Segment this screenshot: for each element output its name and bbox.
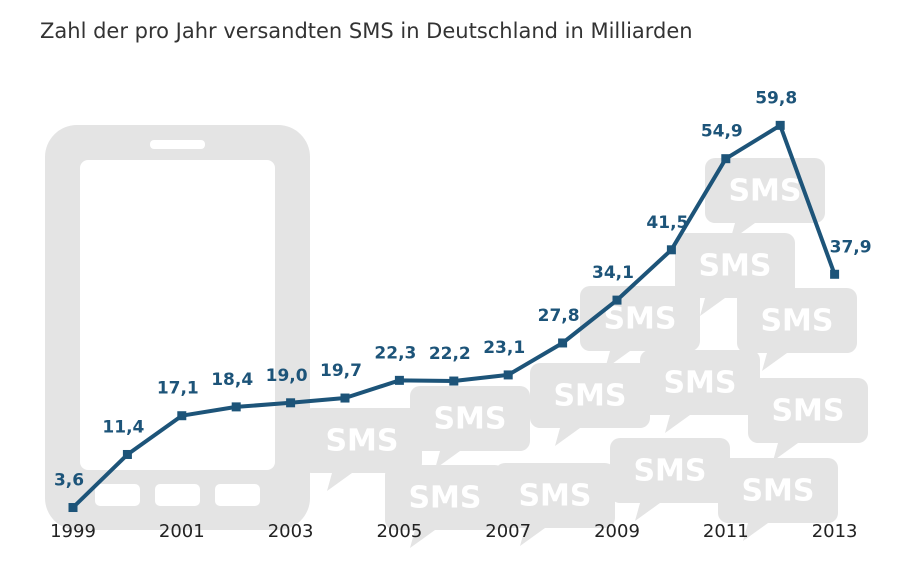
- bubble: [718, 458, 838, 541]
- phone-icon: [45, 125, 310, 530]
- marker: [721, 154, 731, 164]
- bubble: [737, 288, 857, 371]
- data-label: 3,6: [54, 471, 84, 491]
- marker: [340, 393, 350, 403]
- x-tick-label: 2001: [159, 521, 205, 542]
- marker: [231, 402, 241, 412]
- data-label: 19,0: [266, 366, 308, 386]
- bubble-text: SMS: [698, 249, 771, 284]
- marker: [122, 449, 132, 459]
- marker: [286, 398, 296, 408]
- x-tick-label: 2013: [812, 521, 858, 542]
- data-label: 22,3: [374, 343, 416, 363]
- marker: [503, 370, 513, 380]
- bubble: [385, 465, 505, 548]
- data-label: 17,1: [157, 379, 199, 399]
- data-label: 18,4: [211, 370, 253, 390]
- bubble-text: SMS: [663, 366, 736, 401]
- plot-area: 3,6 1999 11,4 17,1 2001 18,4 19,0 2003 19,7 22,3 2…: [50, 88, 871, 542]
- data-label: 34,1: [592, 263, 634, 283]
- marker: [68, 503, 78, 513]
- bubble: [748, 378, 868, 461]
- marker: [775, 120, 785, 130]
- marker: [612, 295, 622, 305]
- bubble: [530, 363, 650, 446]
- bubble-text: SMS: [553, 379, 626, 414]
- bubble-text: SMS: [433, 402, 506, 437]
- marker: [666, 245, 676, 255]
- bubble-text: SMS: [408, 481, 481, 516]
- marker: [394, 375, 404, 385]
- data-label: 41,5: [646, 213, 688, 233]
- x-tick-label: 2007: [485, 521, 531, 542]
- bubble: [410, 386, 530, 469]
- marker: [830, 269, 840, 279]
- bubble-text: SMS: [771, 394, 844, 429]
- bubble-text: SMS: [633, 454, 706, 489]
- marker: [449, 376, 459, 386]
- x-tick-label: 2005: [376, 521, 422, 542]
- x-tick-label: 2003: [268, 521, 314, 542]
- x-tick-label: 2009: [594, 521, 640, 542]
- bubble-text: SMS: [603, 302, 676, 337]
- x-tick-label: 1999: [50, 521, 96, 542]
- data-label: 54,9: [701, 122, 743, 142]
- data-label: 59,8: [755, 88, 797, 108]
- data-label: 19,7: [320, 361, 362, 381]
- data-label: 11,4: [102, 417, 144, 437]
- bubble-text: SMS: [760, 304, 833, 339]
- chart-title: Zahl der pro Jahr versandten SMS in Deut…: [40, 19, 693, 43]
- data-label: 23,1: [483, 338, 525, 358]
- data-label: 37,9: [830, 237, 872, 257]
- marker: [177, 411, 187, 421]
- bubble-text: SMS: [728, 174, 801, 209]
- bubble: [640, 350, 760, 433]
- x-tick-label: 2011: [703, 521, 749, 542]
- data-label: 27,8: [538, 306, 580, 326]
- bubble-text: SMS: [518, 479, 591, 514]
- data-label: 22,2: [429, 344, 471, 364]
- bubble: [705, 158, 825, 241]
- bubble-text: SMS: [741, 474, 814, 509]
- marker: [558, 338, 568, 348]
- bubble: [610, 438, 730, 521]
- bubble-text: SMS: [325, 424, 398, 459]
- bubble: [495, 463, 615, 546]
